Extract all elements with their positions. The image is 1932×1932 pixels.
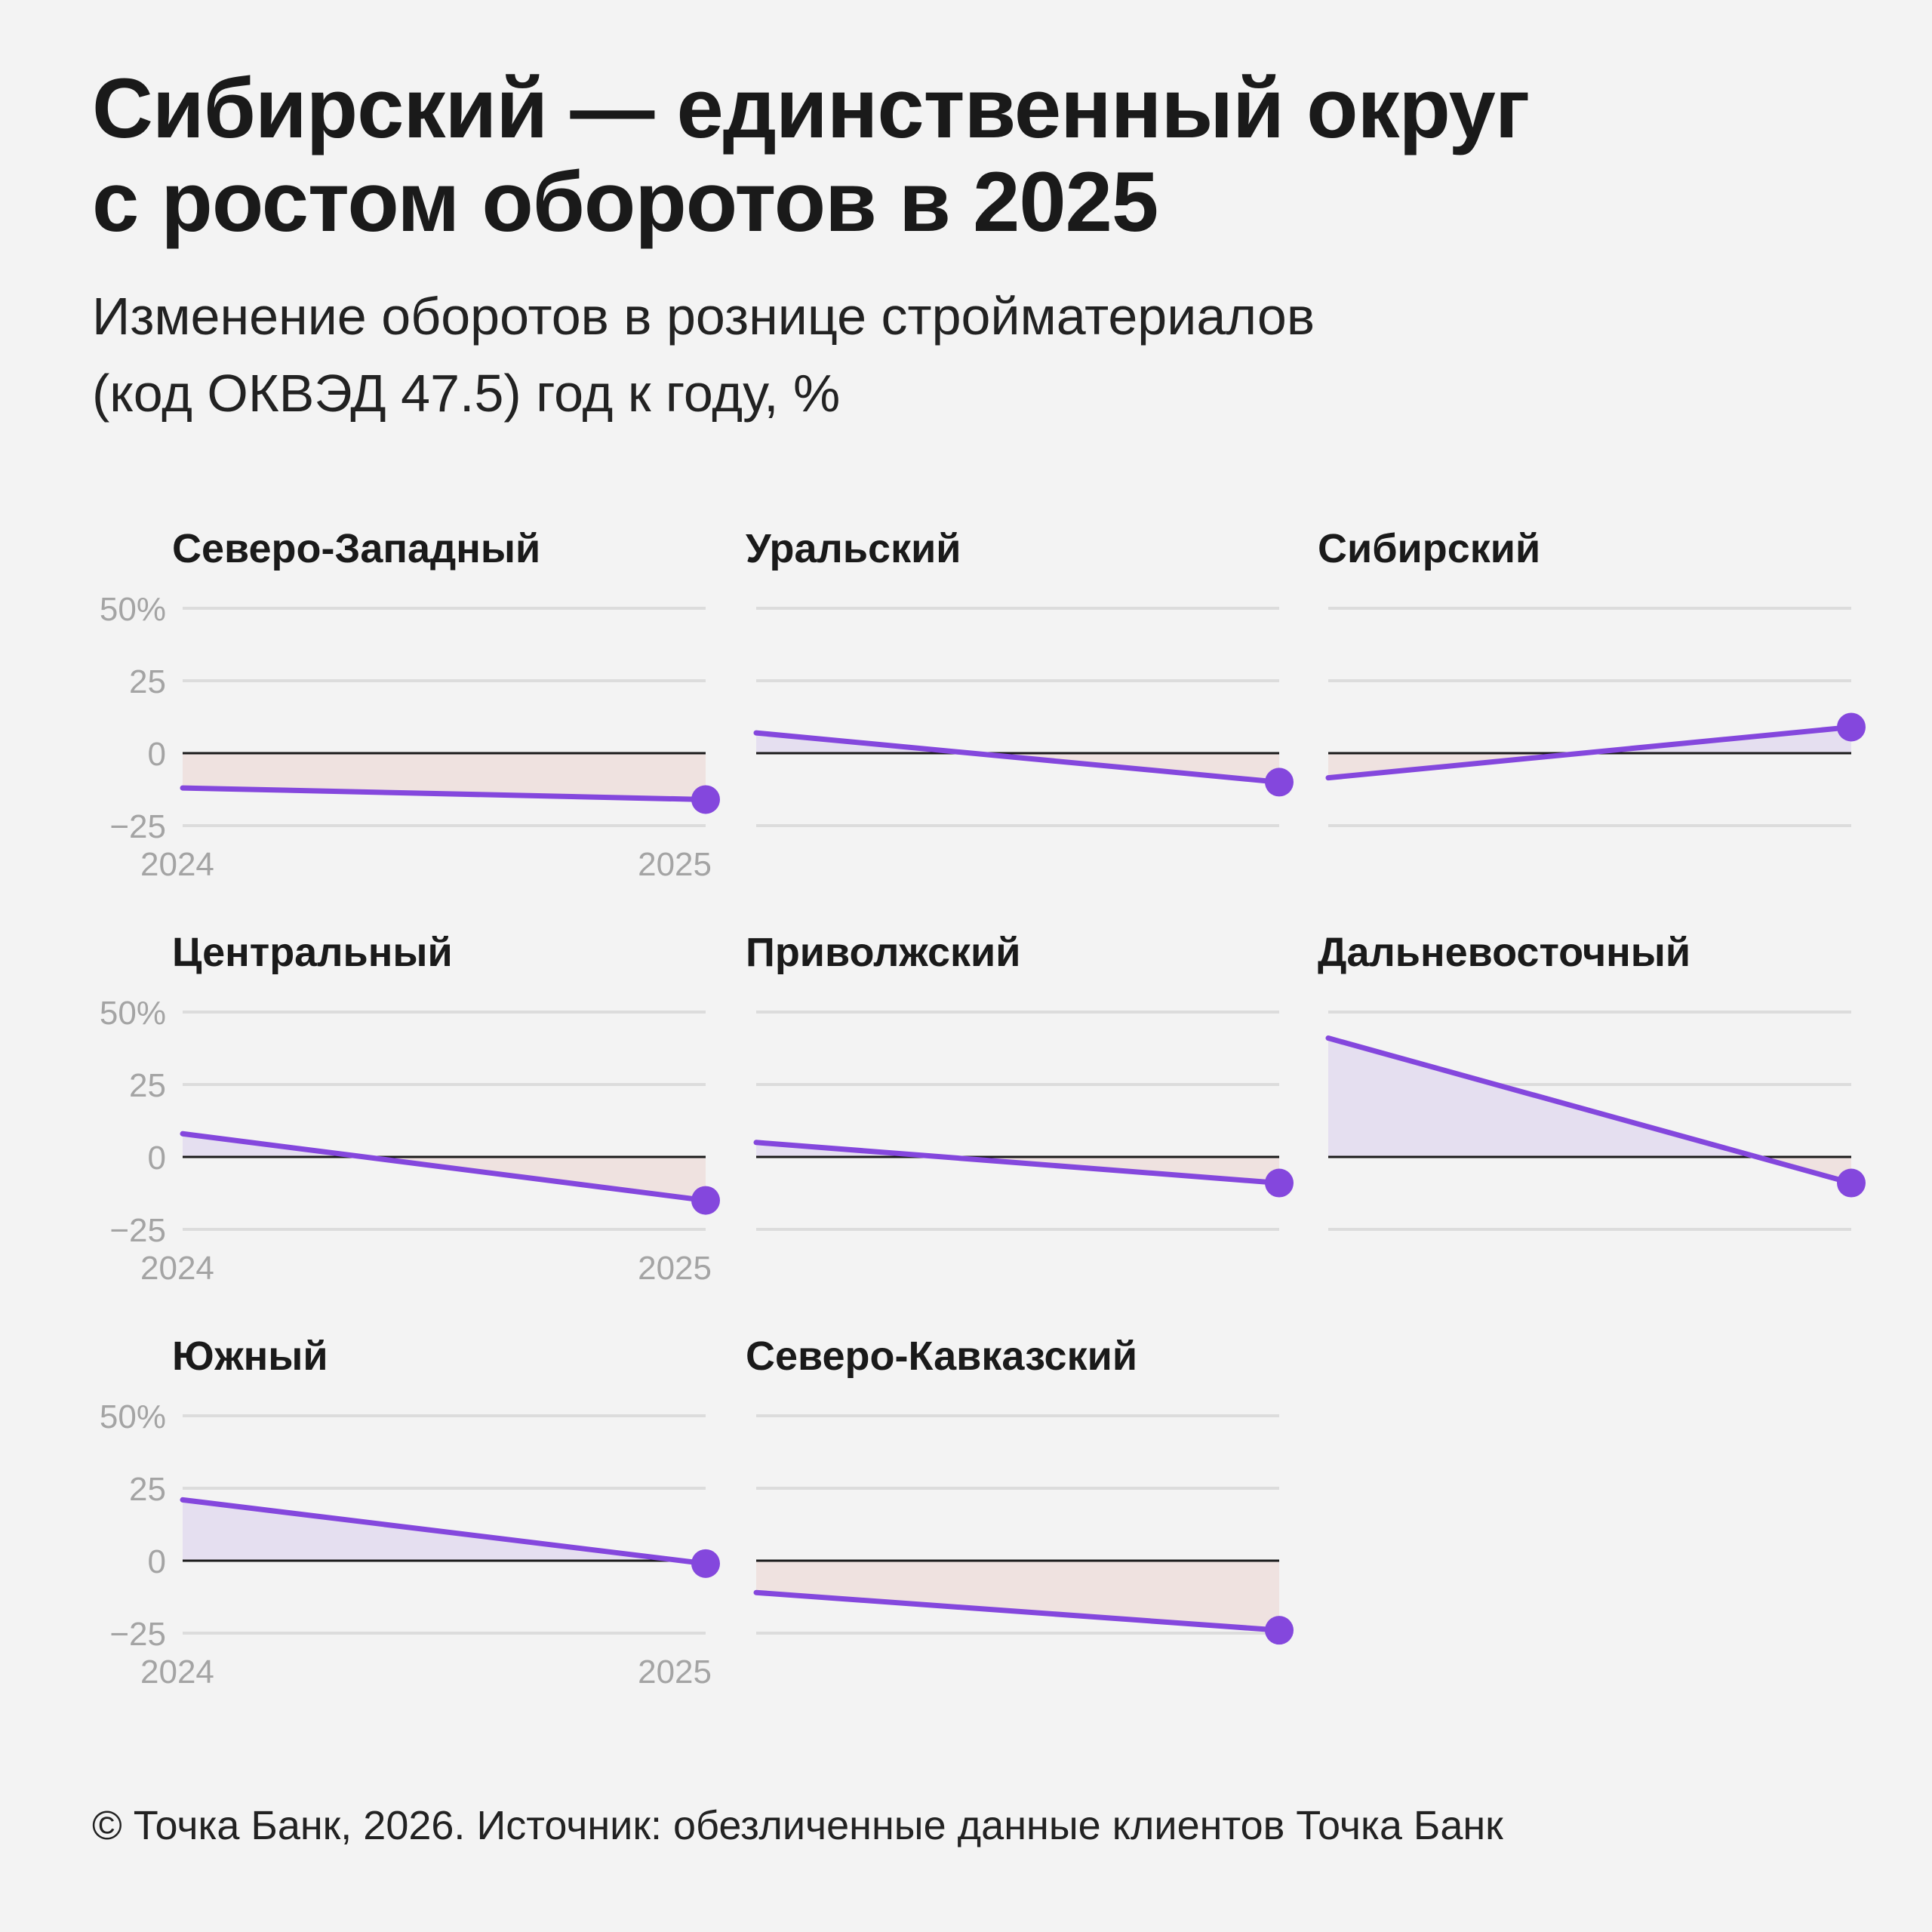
panel-4-y-tick-label: 25 — [129, 1067, 166, 1104]
panel-1-y-tick-label: 25 — [129, 663, 166, 700]
panel-2-series-line — [753, 730, 1282, 785]
panel-7-y-tick-label: −25 — [109, 1616, 166, 1653]
panel-1-y-tick-label: 0 — [148, 736, 166, 773]
panel-7-y-tick-label: 25 — [129, 1471, 166, 1508]
panel-7-end-point — [691, 1549, 720, 1578]
panel-5-title: Приволжский — [746, 930, 1020, 975]
panel-6-series-line — [1325, 1035, 1854, 1186]
panel-7-series-line — [180, 1497, 709, 1567]
panel-2-end-point — [1265, 768, 1294, 797]
panel-3: Сибирский — [1318, 526, 1866, 827]
panel-8-title: Северо-Кавказский — [746, 1334, 1137, 1379]
panel-3-end-point — [1837, 712, 1866, 742]
panel-1-x-tick-label: 2024 — [140, 846, 214, 883]
panel-4-x-tick-label: 2024 — [140, 1250, 214, 1287]
panel-7-y-tick-label: 50% — [100, 1398, 166, 1435]
chart-title: Сибирский — единственный округ с ростом … — [92, 62, 1828, 249]
panel-7-y-tick-label: 0 — [148, 1543, 166, 1580]
panel-6-title: Дальневосточный — [1318, 930, 1690, 975]
panel-4-y-tick-label: 0 — [148, 1140, 166, 1177]
source-footer: © Точка Банк, 2026. Источник: обезличенн… — [92, 1803, 1503, 1848]
panel-1-y-tick-label: −25 — [109, 808, 166, 845]
panel-1-series-line — [180, 785, 709, 802]
chart-subtitle: Изменение оборотов в рознице стройматери… — [92, 278, 1828, 432]
chart-subtitle-line-1: Изменение оборотов в рознице стройматери… — [92, 287, 1315, 346]
panel-2-title: Уральский — [746, 526, 961, 571]
panel-4-x-tick-label: 2025 — [638, 1250, 712, 1287]
panel-6: Дальневосточный — [1318, 930, 1866, 1231]
panel-7-x-tick-label: 2025 — [638, 1654, 712, 1690]
panel-7-x-tick-label: 2024 — [140, 1654, 214, 1690]
panel-4-title: Центральный — [172, 930, 453, 975]
panel-4-y-tick-label: −25 — [109, 1212, 166, 1249]
chart-subtitle-line-2: (код ОКВЭД 47.5) год к году, % — [92, 364, 841, 423]
panel-4-end-point — [691, 1186, 720, 1215]
panel-8: Северо-Кавказский — [746, 1334, 1294, 1645]
panel-5-end-point — [1265, 1168, 1294, 1198]
panel-1-y-tick-label: 50% — [100, 591, 166, 628]
panel-1-title: Северо-Западный — [172, 526, 540, 571]
panel-8-series-line — [753, 1589, 1282, 1633]
panel-1-end-point — [691, 785, 720, 814]
panel-3-title: Сибирский — [1318, 526, 1540, 571]
panel-2: Уральский — [746, 526, 1294, 827]
panel-8-area — [756, 1561, 1279, 1631]
chart-title-line-2: с ростом оборотов в 2025 — [92, 155, 1158, 249]
panel-1-area — [183, 753, 706, 800]
panel-4-series-line — [180, 1131, 709, 1204]
panel-4-y-tick-label: 50% — [100, 995, 166, 1032]
panel-7-title: Южный — [172, 1334, 328, 1379]
chart-title-line-1: Сибирский — единственный округ — [92, 61, 1530, 155]
panel-5-series-line — [753, 1140, 1282, 1186]
panel-8-end-point — [1265, 1616, 1294, 1645]
panel-5: Приволжский — [746, 930, 1294, 1231]
panel-6-end-point — [1837, 1168, 1866, 1198]
panel-1-x-tick-label: 2025 — [638, 846, 712, 883]
panel-3-series-line — [1325, 724, 1854, 781]
